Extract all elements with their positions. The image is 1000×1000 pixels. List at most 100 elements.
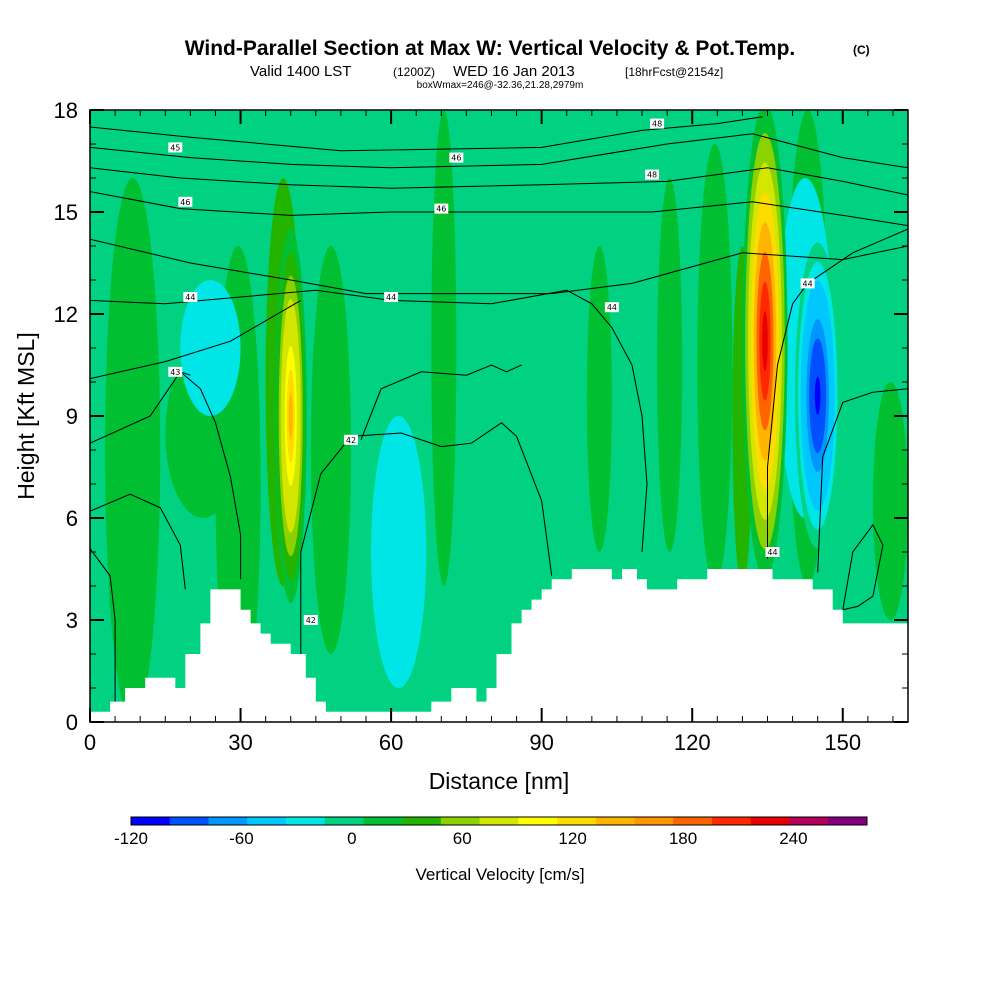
velocity-band <box>180 280 241 416</box>
updraft-core <box>288 392 293 440</box>
theta-contour <box>360 364 522 440</box>
colorbar-swatch <box>324 817 364 825</box>
theta-contour <box>90 191 908 227</box>
colorbar: -120 -60 0 60 120 180 240 <box>114 816 868 848</box>
colorbar-swatch <box>479 817 519 825</box>
svg-text:44: 44 <box>607 303 617 312</box>
svg-text:43: 43 <box>170 368 180 377</box>
colorbar-swatch <box>285 817 325 825</box>
theta-contour <box>817 388 908 573</box>
theta-contour <box>566 289 648 553</box>
svg-text:42: 42 <box>346 436 356 445</box>
colorbar-tick-label: 180 <box>669 829 697 848</box>
y-tick-label: 9 <box>66 404 78 429</box>
colorbar-frame <box>130 816 868 826</box>
svg-text:48: 48 <box>652 120 662 129</box>
colorbar-swatch <box>557 817 597 825</box>
y-axis-label: Height [Kft MSL] <box>13 332 39 499</box>
terrain-mask <box>90 569 908 722</box>
colorbar-swatch <box>208 817 248 825</box>
colorbar-swatch <box>131 817 171 825</box>
contour-label: 43 <box>168 366 183 377</box>
velocity-band <box>872 382 908 620</box>
velocity-band <box>697 144 733 586</box>
x-tick-label: 0 <box>84 730 96 755</box>
axes: 0 30 60 90 120 150 0 3 6 9 12 15 18 <box>54 98 908 755</box>
velocity-band <box>657 178 683 552</box>
theta-contour <box>179 371 242 580</box>
colorbar-swatch <box>750 817 790 825</box>
colorbar-swatch <box>789 817 829 825</box>
contour-label: 44 <box>183 292 198 302</box>
y-tick-label: 6 <box>66 506 78 531</box>
colorbar-swatch <box>595 817 635 825</box>
plot-area: 42 42 43 44 44 44 44 44 45 46 46 46 48 48 <box>90 110 908 722</box>
y-tick-label: 18 <box>54 98 78 123</box>
colorbar-swatch <box>440 817 480 825</box>
y-tick-label: 12 <box>54 302 78 327</box>
colorbar-tick-label: -120 <box>114 829 148 848</box>
velocity-band <box>105 178 161 722</box>
forecast-info: [18hrFcst@2154z] <box>625 65 723 79</box>
colorbar-swatch <box>402 817 442 825</box>
colorbar-label: Vertical Velocity [cm/s] <box>415 865 584 884</box>
colorbar-tick-label: 0 <box>347 829 356 848</box>
theta-contour <box>90 299 302 380</box>
colorbar-swatch <box>828 817 868 825</box>
y-tick-label: 15 <box>54 200 78 225</box>
contour-label: 45 <box>168 142 183 153</box>
copyright-mark: (C) <box>853 43 870 57</box>
theta-contour <box>90 493 186 590</box>
colorbar-swatch <box>673 817 713 825</box>
theta-contour <box>90 289 567 305</box>
svg-text:44: 44 <box>767 548 777 557</box>
colorbar-swatch <box>712 817 752 825</box>
updraft-core <box>762 311 768 371</box>
valid-date: WED 16 Jan 2013 <box>453 63 575 80</box>
velocity-band <box>310 246 351 654</box>
x-axis-label: Distance [nm] <box>429 768 570 794</box>
contour-label: 44 <box>765 547 780 557</box>
theta-contour <box>90 133 908 169</box>
svg-text:48: 48 <box>647 171 657 180</box>
downdraft-core <box>814 376 821 415</box>
y-tick-label: 0 <box>66 710 78 735</box>
svg-text:44: 44 <box>386 293 396 302</box>
theta-contour <box>90 238 908 295</box>
contour-label: 42 <box>303 615 318 625</box>
chart-title: Wind-Parallel Section at Max W: Vertical… <box>185 37 796 60</box>
svg-text:46: 46 <box>436 205 446 214</box>
colorbar-swatch <box>634 817 674 825</box>
x-tick-label: 60 <box>379 730 403 755</box>
colorbar-swatch <box>169 817 209 825</box>
theta-contour <box>90 116 763 152</box>
theta-contour <box>90 371 191 444</box>
colorbar-swatch <box>363 817 403 825</box>
svg-text:46: 46 <box>180 198 190 207</box>
theta-contour <box>767 228 908 559</box>
contour-label: 46 <box>449 152 464 163</box>
velocity-cores <box>274 110 841 603</box>
x-tick-label: 120 <box>674 730 711 755</box>
contour-label: 44 <box>384 292 399 302</box>
x-tick-label: 150 <box>824 730 861 755</box>
y-tick-label: 3 <box>66 608 78 633</box>
colorbar-tick-label: 120 <box>558 829 586 848</box>
theta-contour <box>90 167 908 196</box>
box-info: boxWmax=246@-32.36,21.28,2979m <box>417 80 584 91</box>
colorbar-swatch <box>518 817 558 825</box>
theta-contour <box>90 548 116 709</box>
contour-label: 48 <box>650 118 665 129</box>
colorbar-swatch <box>247 817 287 825</box>
x-tick-label: 90 <box>529 730 553 755</box>
contour-label: 44 <box>800 278 815 289</box>
theta-contours: 42 42 43 44 44 44 44 44 45 46 46 46 48 48 <box>90 116 908 709</box>
theta-contour <box>300 422 553 661</box>
velocity-band <box>586 246 612 552</box>
contour-label: 46 <box>434 203 449 214</box>
velocity-bands <box>105 110 908 722</box>
contour-label: 46 <box>178 196 193 207</box>
svg-text:44: 44 <box>803 279 813 288</box>
valid-prefix: Valid 1400 LST <box>250 63 351 80</box>
